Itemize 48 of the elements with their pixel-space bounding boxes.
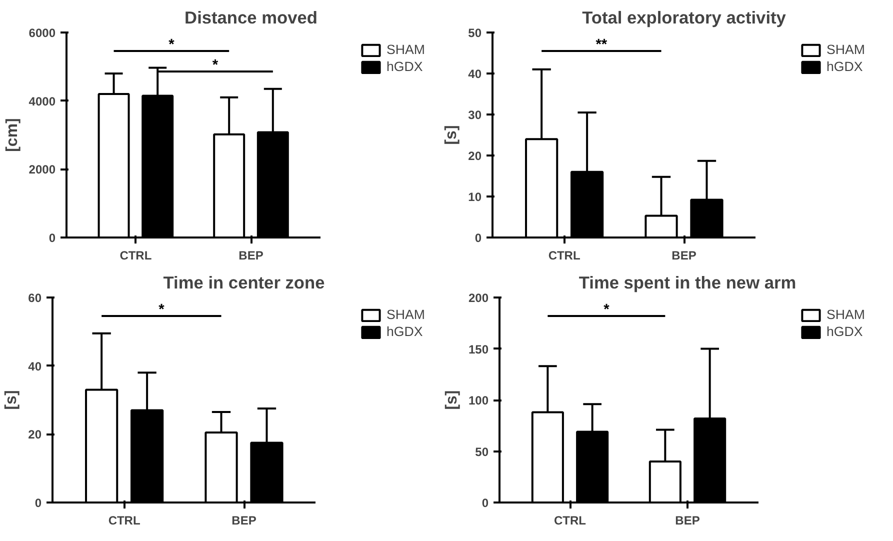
y-tick-label: 50 (475, 444, 489, 459)
y-tick-label: 50 (468, 26, 482, 40)
y-tick-label: 200 (468, 291, 489, 305)
y-tick-label: 40 (468, 67, 482, 81)
legend-label: SHAM (386, 42, 425, 57)
y-tick-label: 20 (28, 428, 42, 442)
chart-title: Time in center zone (163, 272, 326, 292)
annotation: * (212, 57, 218, 74)
x-tick-label: BEP (238, 248, 264, 262)
y-tick-label: 0 (474, 231, 482, 245)
legend-label: hGDX (386, 59, 423, 74)
y-axis-title: [cm] (4, 118, 21, 152)
y-tick-label: 20 (468, 149, 482, 163)
legend-label: SHAM (826, 42, 865, 57)
legend-label: SHAM (386, 307, 425, 322)
y-axis-title: [s] (443, 390, 460, 410)
x-tick-label: CTRL (108, 514, 140, 528)
x-tick-label: CTRL (120, 248, 152, 262)
y-tick-label: 2000 (28, 162, 56, 177)
chart-title: Distance moved (184, 8, 318, 28)
y-tick-label: 0 (48, 231, 56, 245)
legend-label: hGDX (826, 324, 863, 339)
x-tick-label: BEP (232, 514, 256, 528)
chart-title: Time spent in the new arm (578, 272, 796, 292)
x-tick-label: CTRL (548, 248, 580, 262)
y-tick-label: 40 (28, 359, 42, 374)
y-tick-label: 100 (468, 394, 489, 408)
annotation: * (168, 36, 175, 53)
legend-label: hGDX (386, 324, 423, 339)
x-tick-label: CTRL (554, 514, 586, 528)
annotation: * (604, 302, 610, 318)
y-tick-label: 30 (468, 108, 482, 122)
annotation: ** (596, 36, 608, 53)
y-tick-label: 0 (34, 496, 42, 510)
chart-title: Total exploratory activity (582, 8, 786, 28)
legend-label: hGDX (826, 59, 863, 74)
legend-label: SHAM (826, 307, 865, 322)
y-tick-label: 4000 (28, 94, 56, 108)
y-axis-title: [s] (443, 125, 460, 145)
y-tick-label: 60 (28, 291, 42, 305)
y-tick-label: 10 (468, 190, 482, 204)
y-axis-title: [s] (3, 390, 20, 410)
y-tick-label: 6000 (28, 26, 56, 40)
annotation: * (158, 302, 165, 318)
x-tick-label: BEP (675, 514, 700, 528)
y-tick-label: 150 (468, 342, 489, 356)
x-tick-label: BEP (672, 248, 696, 262)
y-tick-label: 0 (482, 496, 489, 510)
